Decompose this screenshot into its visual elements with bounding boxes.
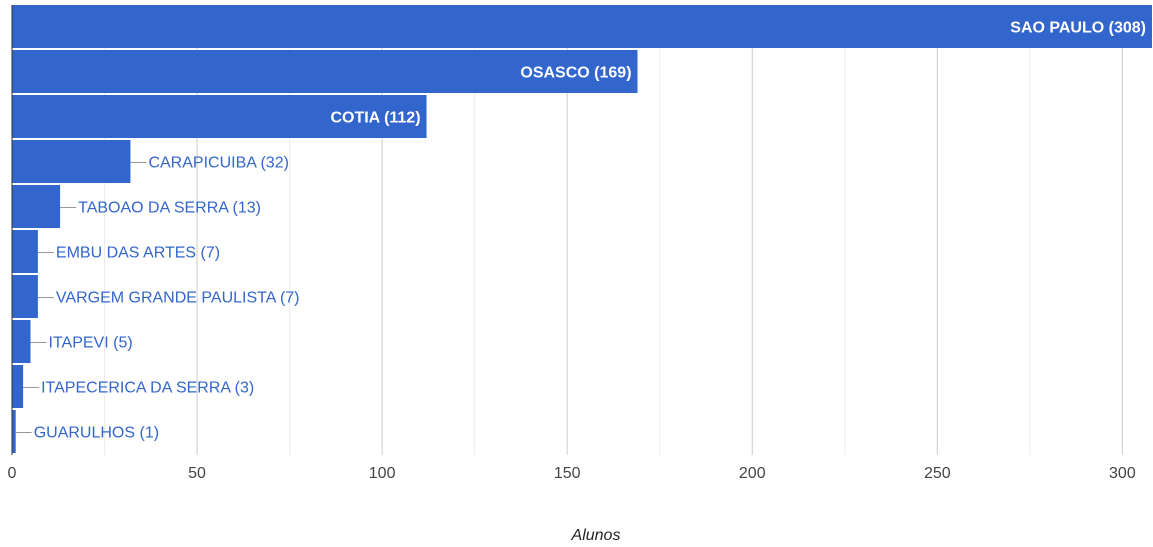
bar bbox=[12, 230, 38, 273]
bar-label: ITAPECERICA DA SERRA (3) bbox=[41, 380, 254, 397]
x-axis-ticks: 0 50 100 150 200 250 300 bbox=[8, 465, 1136, 482]
bar bbox=[12, 185, 61, 228]
bar-label: EMBU DAS ARTES (7) bbox=[56, 245, 220, 262]
bar bbox=[12, 320, 31, 363]
x-tick-label: 100 bbox=[369, 465, 396, 482]
bar-label: ITAPEVI (5) bbox=[49, 335, 133, 352]
bar-label: TABOAO DA SERRA (13) bbox=[78, 200, 261, 217]
bar bbox=[12, 275, 38, 318]
x-tick-label: 0 bbox=[8, 465, 17, 482]
bars bbox=[12, 5, 1152, 453]
x-tick-label: 250 bbox=[924, 465, 951, 482]
bar bbox=[12, 95, 427, 138]
bar-label: OSASCO (169) bbox=[520, 65, 631, 82]
bar bbox=[12, 140, 131, 183]
bar bbox=[12, 410, 16, 453]
x-tick-label: 200 bbox=[739, 465, 766, 482]
x-tick-label: 150 bbox=[554, 465, 581, 482]
x-axis-title: Alunos bbox=[571, 527, 621, 544]
x-tick-label: 300 bbox=[1109, 465, 1136, 482]
bar-label: CARAPICUIBA (32) bbox=[148, 155, 288, 172]
bar-label: COTIA (112) bbox=[330, 110, 420, 127]
bar-label: SAO PAULO (308) bbox=[1010, 20, 1146, 37]
bar bbox=[12, 365, 24, 408]
bar bbox=[12, 5, 1152, 48]
bar bbox=[12, 50, 638, 93]
bar-label: GUARULHOS (1) bbox=[34, 425, 159, 442]
bar-labels: SAO PAULO (308) OSASCO (169) COTIA (112) CA… bbox=[15, 20, 1146, 442]
x-tick-label: 50 bbox=[188, 465, 206, 482]
bar-label: VARGEM GRANDE PAULISTA (7) bbox=[56, 290, 300, 307]
